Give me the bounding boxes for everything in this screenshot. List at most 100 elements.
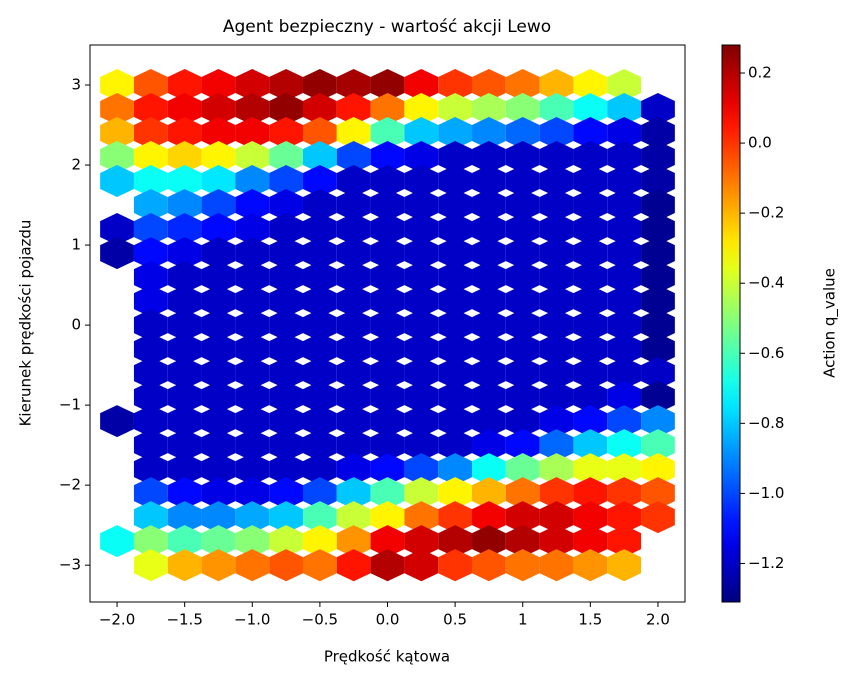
hex-cell [201,237,236,270]
hex-cell [370,309,405,342]
hex-cell [573,285,608,318]
hex-cell [472,429,506,462]
hex-cell [438,477,473,510]
hex-cell [641,141,675,174]
hex-cell [438,285,473,318]
hex-cell [269,429,303,462]
hex-cell [573,549,608,582]
hex-cell [269,357,303,390]
hex-cell [167,69,202,102]
hex-cell [505,525,540,558]
hex-cell [336,549,371,582]
hex-cell [133,333,168,366]
hex-cell [133,165,168,198]
hex-cell [505,261,540,294]
hex-cell [235,333,270,366]
hex-cell [404,285,439,318]
hex-cell [539,477,574,510]
hex-cell [607,309,642,342]
hex-cell [641,189,675,222]
hex-cell [539,285,574,318]
hex-cell [100,525,134,558]
hex-cell [336,453,371,486]
hex-cell [235,189,270,222]
hex-cell [167,477,202,510]
hex-cell [573,477,608,510]
hex-cell [167,501,202,534]
hex-cell [336,525,371,558]
hex-cell [201,405,236,438]
hex-cell [472,189,506,222]
hex-cell [573,213,608,246]
hex-cell [370,525,405,558]
hex-cell [539,357,574,390]
colorbar-tick-label: 0.2 [748,64,772,82]
hex-cell [201,501,236,534]
hex-cell [235,141,270,174]
hex-cell [539,501,574,534]
hex-cell [269,69,303,102]
hex-cell [302,237,337,270]
hex-cell [235,93,270,126]
hex-cell [133,117,168,150]
hex-cell [607,189,642,222]
hex-cell [302,453,337,486]
hex-cell [472,333,506,366]
colorbar [721,44,741,603]
hex-cell [370,477,405,510]
hex-cell [269,213,303,246]
x-tick-label: −2.0 [99,611,135,629]
hex-cell [302,405,337,438]
hex-cell [133,141,168,174]
hex-cell [269,405,303,438]
hex-cell [607,285,642,318]
hex-cell [472,261,506,294]
hex-cell [100,213,134,246]
hex-cell [573,333,608,366]
hex-cell [573,453,608,486]
hex-cell [100,117,134,150]
hex-cell [370,333,405,366]
hex-cell [438,141,473,174]
hex-cell [539,237,574,270]
hex-cell [201,453,236,486]
hex-cell [505,405,540,438]
colorbar-tick-label: −1.0 [748,484,784,502]
hex-cell [641,237,675,270]
hex-cell [573,429,608,462]
hex-cell [370,165,405,198]
hex-cell [573,189,608,222]
hex-cell [539,261,574,294]
hex-cell [539,189,574,222]
hex-cell [404,405,439,438]
hex-cell [641,285,675,318]
hex-cell [641,405,675,438]
hex-cell [472,69,506,102]
hex-cell [438,381,473,414]
hex-cell [201,357,236,390]
hex-cell [201,117,236,150]
hex-cell [607,165,642,198]
hex-cell [370,261,405,294]
hex-cell [370,117,405,150]
x-tick-label: 2.0 [646,611,670,629]
hex-cell [235,381,270,414]
x-tick-label: 0.5 [443,611,467,629]
y-tick-label: −1 [59,396,81,414]
hex-cell [336,333,371,366]
hex-cell [133,309,168,342]
hex-cell [201,213,236,246]
hex-cell [573,141,608,174]
y-axis-label: Kierunek prędkości pojazdu [17,220,35,427]
hex-cell [641,381,675,414]
hex-cell [505,285,540,318]
hex-cell [404,477,439,510]
hex-cell [133,381,168,414]
hex-cell [573,237,608,270]
x-tick-label: −0.5 [302,611,338,629]
y-tick-label: −2 [59,476,81,494]
hex-cell [641,117,675,150]
colorbar-tick-label: −1.2 [748,554,784,572]
hex-cell [404,141,439,174]
hex-cell [167,141,202,174]
